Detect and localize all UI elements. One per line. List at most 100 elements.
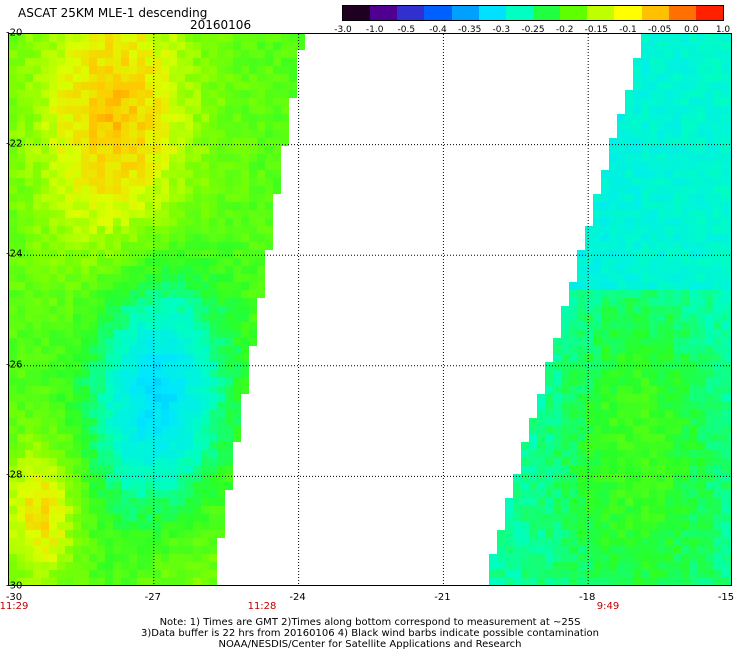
- wind-cell: [193, 490, 201, 498]
- wind-cell: [137, 274, 145, 282]
- wind-cell: [73, 354, 81, 362]
- wind-cell: [9, 378, 17, 386]
- wind-cell: [705, 506, 713, 514]
- wind-cell: [689, 82, 697, 90]
- wind-cell: [713, 66, 721, 74]
- wind-cell: [137, 34, 145, 42]
- wind-cell: [145, 290, 153, 298]
- wind-cell: [729, 106, 731, 114]
- wind-cell: [41, 154, 49, 162]
- wind-cell: [617, 562, 625, 570]
- wind-cell: [17, 82, 25, 90]
- wind-cell: [73, 250, 81, 258]
- wind-cell: [601, 370, 609, 378]
- wind-cell: [113, 178, 121, 186]
- wind-cell: [177, 202, 185, 210]
- wind-cell: [641, 122, 649, 130]
- wind-cell: [513, 522, 521, 530]
- wind-cell: [81, 58, 89, 66]
- wind-cell: [265, 34, 273, 42]
- wind-cell: [201, 434, 209, 442]
- wind-cell: [193, 482, 201, 490]
- wind-cell: [521, 514, 529, 522]
- wind-cell: [129, 74, 137, 82]
- wind-cell: [113, 530, 121, 538]
- wind-cell: [169, 50, 177, 58]
- wind-cell: [25, 506, 33, 514]
- wind-cell: [633, 330, 641, 338]
- wind-cell: [561, 314, 569, 322]
- wind-cell: [89, 66, 97, 74]
- colorbar-segment: [343, 6, 371, 20]
- wind-cell: [81, 66, 89, 74]
- wind-cell: [137, 170, 145, 178]
- wind-cell: [73, 522, 81, 530]
- wind-cell: [161, 482, 169, 490]
- wind-cell: [121, 466, 129, 474]
- wind-cell: [713, 354, 721, 362]
- wind-cell: [193, 474, 201, 482]
- wind-cell: [665, 578, 673, 585]
- wind-cell: [49, 114, 57, 122]
- wind-cell: [537, 474, 545, 482]
- colorbar-label: -0.05: [648, 25, 672, 35]
- wind-cell: [625, 106, 633, 114]
- wind-cell: [177, 282, 185, 290]
- wind-cell: [673, 330, 681, 338]
- wind-cell: [89, 426, 97, 434]
- wind-cell: [113, 322, 121, 330]
- wind-cell: [697, 570, 705, 578]
- wind-cell: [121, 474, 129, 482]
- wind-cell: [217, 298, 225, 306]
- wind-cell: [225, 186, 233, 194]
- wind-cell: [273, 90, 281, 98]
- wind-cell: [665, 178, 673, 186]
- wind-cell: [33, 210, 41, 218]
- wind-cell: [721, 434, 729, 442]
- wind-cell: [161, 106, 169, 114]
- wind-cell: [249, 330, 257, 338]
- wind-cell: [209, 578, 217, 585]
- wind-cell: [657, 58, 665, 66]
- wind-cell: [697, 410, 705, 418]
- wind-cell: [705, 170, 713, 178]
- wind-cell: [241, 194, 249, 202]
- wind-cell: [153, 250, 161, 258]
- wind-cell: [17, 386, 25, 394]
- wind-cell: [17, 90, 25, 98]
- wind-cell: [193, 90, 201, 98]
- wind-cell: [649, 250, 657, 258]
- wind-cell: [9, 562, 17, 570]
- wind-cell: [57, 370, 65, 378]
- wind-cell: [65, 498, 73, 506]
- wind-cell: [233, 106, 241, 114]
- wind-cell: [697, 466, 705, 474]
- wind-cell: [33, 170, 41, 178]
- wind-cell: [161, 50, 169, 58]
- wind-cell: [657, 90, 665, 98]
- wind-cell: [193, 34, 201, 42]
- wind-cell: [49, 402, 57, 410]
- wind-cell: [145, 258, 153, 266]
- wind-cell: [209, 106, 217, 114]
- wind-cell: [617, 370, 625, 378]
- wind-cell: [569, 530, 577, 538]
- wind-cell: [121, 506, 129, 514]
- wind-cell: [145, 330, 153, 338]
- wind-cell: [553, 498, 561, 506]
- wind-cell: [689, 250, 697, 258]
- wind-cell: [153, 202, 161, 210]
- wind-cell: [641, 338, 649, 346]
- wind-cell: [233, 394, 241, 402]
- wind-cell: [49, 330, 57, 338]
- wind-cell: [545, 474, 553, 482]
- colorbar-segment: [587, 6, 615, 20]
- wind-cell: [49, 522, 57, 530]
- wind-cell: [617, 434, 625, 442]
- wind-cell: [73, 242, 81, 250]
- wind-cell: [225, 306, 233, 314]
- wind-cell: [601, 258, 609, 266]
- wind-cell: [633, 58, 641, 66]
- wind-cell: [129, 210, 137, 218]
- wind-cell: [577, 274, 585, 282]
